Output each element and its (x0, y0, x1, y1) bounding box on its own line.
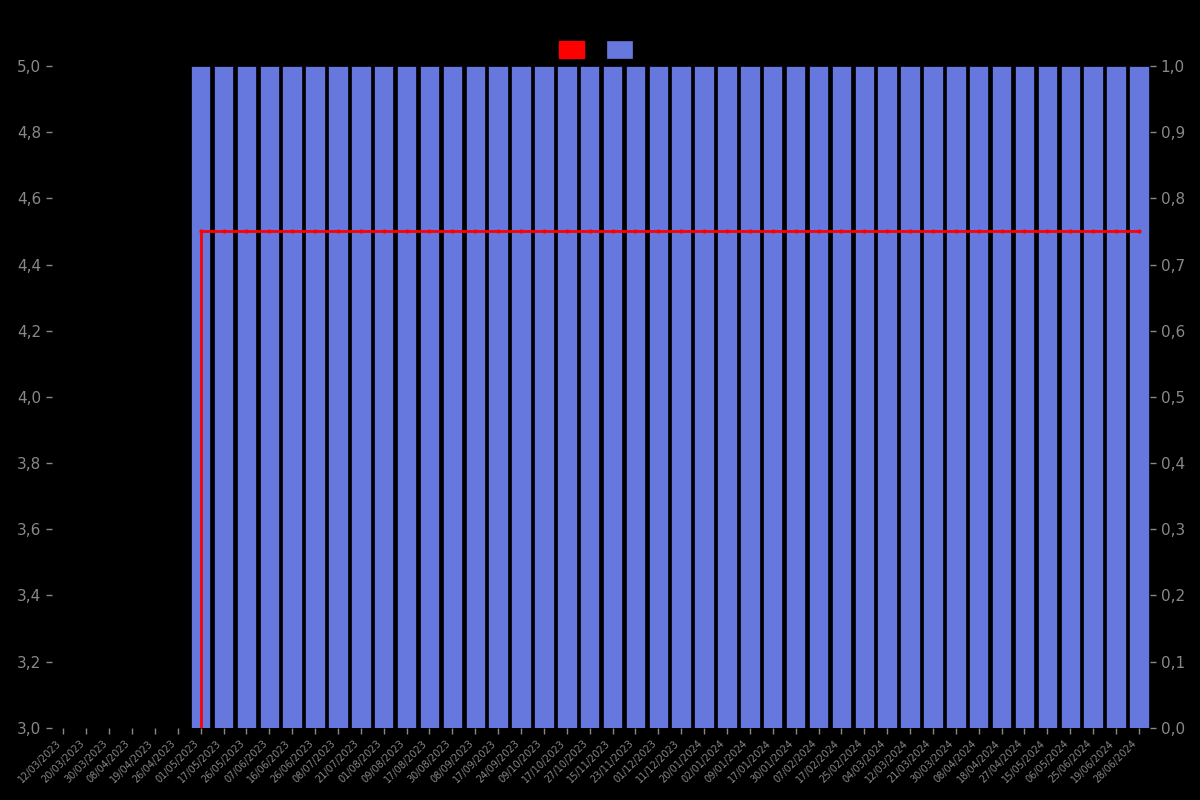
Bar (305, 66, 325, 728)
Bar (1106, 66, 1126, 728)
Bar (923, 66, 943, 728)
Bar (1015, 66, 1034, 728)
Bar (1084, 66, 1103, 728)
Bar (740, 66, 760, 728)
Bar (488, 66, 508, 728)
Bar (809, 66, 828, 728)
Bar (236, 66, 256, 728)
Bar (672, 66, 691, 728)
Bar (329, 66, 348, 728)
Bar (443, 66, 462, 728)
Bar (602, 66, 623, 728)
Bar (374, 66, 394, 728)
Bar (1061, 66, 1080, 728)
Bar (648, 66, 668, 728)
Bar (580, 66, 599, 728)
Bar (1129, 66, 1148, 728)
Bar (259, 66, 280, 728)
Bar (877, 66, 896, 728)
Bar (900, 66, 919, 728)
Bar (511, 66, 530, 728)
Bar (946, 66, 966, 728)
Bar (625, 66, 646, 728)
Bar (1038, 66, 1057, 728)
Bar (352, 66, 371, 728)
Bar (695, 66, 714, 728)
Bar (191, 66, 210, 728)
Bar (397, 66, 416, 728)
Bar (832, 66, 851, 728)
Bar (718, 66, 737, 728)
Bar (854, 66, 874, 728)
Bar (968, 66, 989, 728)
Bar (214, 66, 233, 728)
Bar (420, 66, 439, 728)
Legend: , : , (556, 37, 647, 62)
Bar (282, 66, 302, 728)
Bar (557, 66, 576, 728)
Bar (534, 66, 553, 728)
Bar (786, 66, 805, 728)
Bar (466, 66, 485, 728)
Bar (763, 66, 782, 728)
Bar (992, 66, 1012, 728)
